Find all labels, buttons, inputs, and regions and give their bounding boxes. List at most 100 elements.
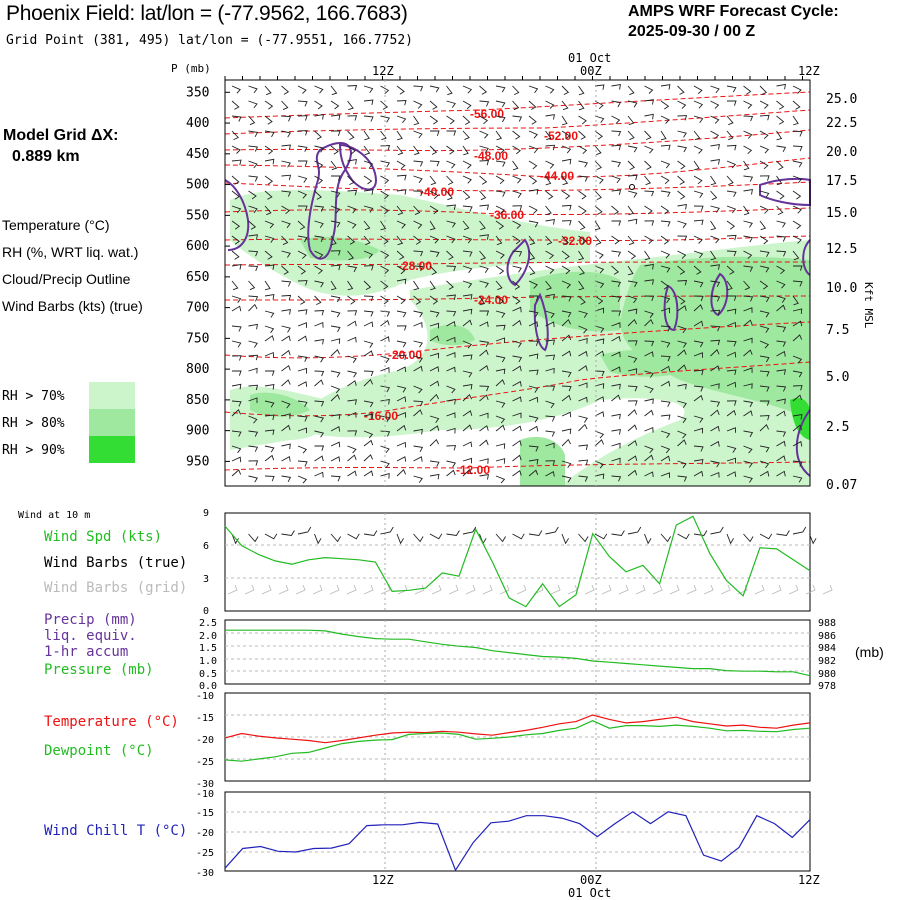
surface-wind-barb (776, 530, 790, 536)
wind-barb (759, 325, 770, 333)
wind-barb (792, 320, 803, 327)
wind-barb (446, 235, 456, 244)
wind-barb (231, 305, 242, 312)
wind-barb (347, 370, 358, 378)
wind-barb (231, 409, 242, 417)
wind-barb (726, 381, 737, 388)
wind-barb (462, 468, 473, 477)
wind-barb (644, 205, 653, 215)
legend-precip: Precip (mm) (44, 612, 137, 628)
wind-barb (776, 295, 786, 303)
wind-barb (561, 265, 571, 275)
surface-wind-barb-grid (822, 584, 833, 595)
pressure-tick-label: 450 (186, 147, 209, 162)
wind-barb (380, 430, 391, 437)
height-tick-label: 10.0 (826, 281, 857, 296)
wind-barb (644, 471, 654, 478)
wind-barb (528, 445, 539, 452)
wind-barb (528, 321, 539, 327)
wind-barb (462, 441, 473, 447)
wind-barb (792, 394, 803, 402)
wind-barb (413, 235, 422, 245)
wind-barb (627, 115, 635, 126)
wind-barb (413, 130, 423, 139)
wind-barb (248, 115, 256, 126)
isotherm-label: -36.00 (490, 208, 524, 222)
wind-barb (512, 220, 522, 229)
wind-barb (545, 160, 555, 169)
wind-barb (396, 340, 407, 348)
top-time-00z: 00Z (580, 64, 602, 78)
wind-barb (330, 349, 341, 357)
wind-barb (281, 349, 291, 357)
wind-barb (611, 475, 622, 482)
wind-barb (759, 470, 770, 477)
wind-barb (330, 100, 340, 110)
wind-barb (512, 425, 522, 432)
wind-ytick-label: 3 (203, 574, 209, 585)
wind-barb (693, 369, 704, 376)
wind-barb (281, 235, 289, 246)
wind-barb (578, 350, 588, 357)
isotherm-label: -12.00 (456, 463, 490, 477)
wind-barb (380, 100, 389, 110)
wind-barb (792, 414, 803, 420)
surface-wind-barb (743, 533, 754, 543)
wind-barb (248, 295, 259, 302)
wind-barb (446, 100, 456, 108)
wind-barb (710, 235, 720, 244)
wind-barb (726, 144, 737, 151)
wind-barb (281, 364, 291, 372)
wind-barb (726, 400, 737, 406)
wind-barb (561, 158, 572, 165)
wind-barb (281, 413, 291, 419)
wind-barb (413, 160, 424, 167)
wind-barb (413, 220, 423, 229)
wind-barb (726, 351, 737, 358)
wind-barb (363, 378, 374, 387)
height-tick-label: 5.0 (826, 370, 849, 385)
wind-barb (462, 370, 473, 378)
wind-barb (660, 380, 671, 387)
rh80-area-7 (520, 436, 565, 486)
wind-barb (545, 293, 555, 300)
wind-barb (743, 445, 753, 454)
wind-barb (792, 355, 803, 364)
wind-barb (759, 100, 769, 109)
wind-barb (363, 99, 374, 105)
wind-barb (429, 280, 436, 291)
wind-barb (462, 410, 473, 417)
wind-barb (677, 85, 685, 95)
wind-barb (314, 430, 325, 438)
wind-barb (363, 340, 374, 348)
wind-barb (231, 159, 242, 166)
temp-panel-frame (224, 692, 811, 782)
wind-barb (627, 265, 634, 276)
wind-barb (462, 383, 473, 390)
precip-ytick-label: 0.5 (199, 669, 217, 680)
wind-barb (281, 205, 291, 215)
pressure-ytick-label: 982 (818, 656, 836, 667)
wind-barb (347, 310, 358, 316)
surface-wind-barb-grid (601, 584, 612, 595)
wind-barb (611, 175, 621, 184)
windchill-ytick-label: -20 (196, 828, 214, 839)
wind-barb (644, 409, 654, 417)
wind-barb (347, 205, 357, 214)
wind-barb (264, 145, 274, 155)
cloud-outline (663, 284, 679, 332)
wind-barb (347, 265, 358, 273)
wind-barb (330, 426, 341, 432)
wind-barb (743, 175, 754, 182)
wind-barb (660, 307, 670, 314)
wind-barb (396, 145, 404, 156)
wind-barb (429, 310, 440, 318)
wind-barb (693, 280, 704, 288)
wind-barb (528, 396, 539, 403)
wind-barb (743, 475, 753, 483)
wind-barb (578, 175, 589, 182)
wind-barb (644, 454, 654, 462)
wind-barb (297, 250, 307, 259)
wind-barb (578, 205, 587, 215)
wind-barb (759, 460, 770, 469)
